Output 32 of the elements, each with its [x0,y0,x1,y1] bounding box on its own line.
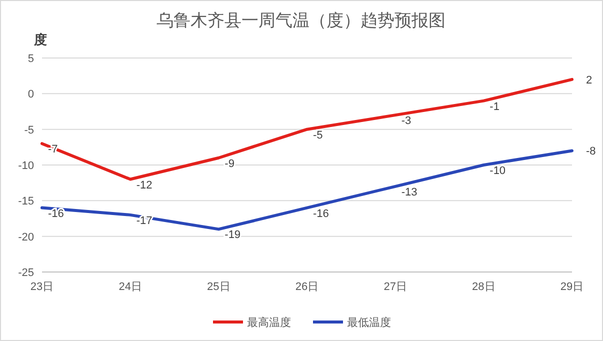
line-series [40,78,574,181]
x-tick-label: 25日 [207,281,230,293]
y-tick-label: -25 [18,267,34,279]
data-label: -8 [586,146,596,158]
y-tick-label: -5 [24,124,34,136]
x-tick-label: 23日 [30,281,54,293]
data-label: -16 [48,208,64,220]
x-tick-label: 29日 [560,281,584,293]
data-label: 2 [586,74,592,86]
y-axis-title: 度 [33,32,47,47]
x-tick-label: 28日 [472,281,496,293]
data-label: -5 [313,129,323,142]
data-label: -9 [224,158,234,170]
data-label: -10 [490,165,506,177]
x-tick-label: 26日 [295,281,319,293]
y-tick-label: 5 [28,53,34,65]
data-label: -19 [224,229,241,242]
x-tick-label: 24日 [118,281,142,293]
y-tick-label: 0 [28,88,34,101]
y-tick-label: -15 [18,196,34,208]
x-tick-label: 27日 [384,281,407,293]
legend-label: 最高温度 [247,316,291,329]
data-label: -12 [136,179,152,192]
y-tick-label: -10 [18,160,34,172]
data-label: -17 [136,214,152,227]
y-tick-label: -20 [18,231,34,244]
data-label: -16 [313,208,329,220]
data-label: -1 [490,100,500,113]
legend-label: 最低温度 [347,316,391,329]
data-label: -3 [401,115,412,128]
chart-title: 乌鲁木齐县一周气温（度）趋势预报图 [156,11,446,30]
data-label: -13 [401,186,418,198]
